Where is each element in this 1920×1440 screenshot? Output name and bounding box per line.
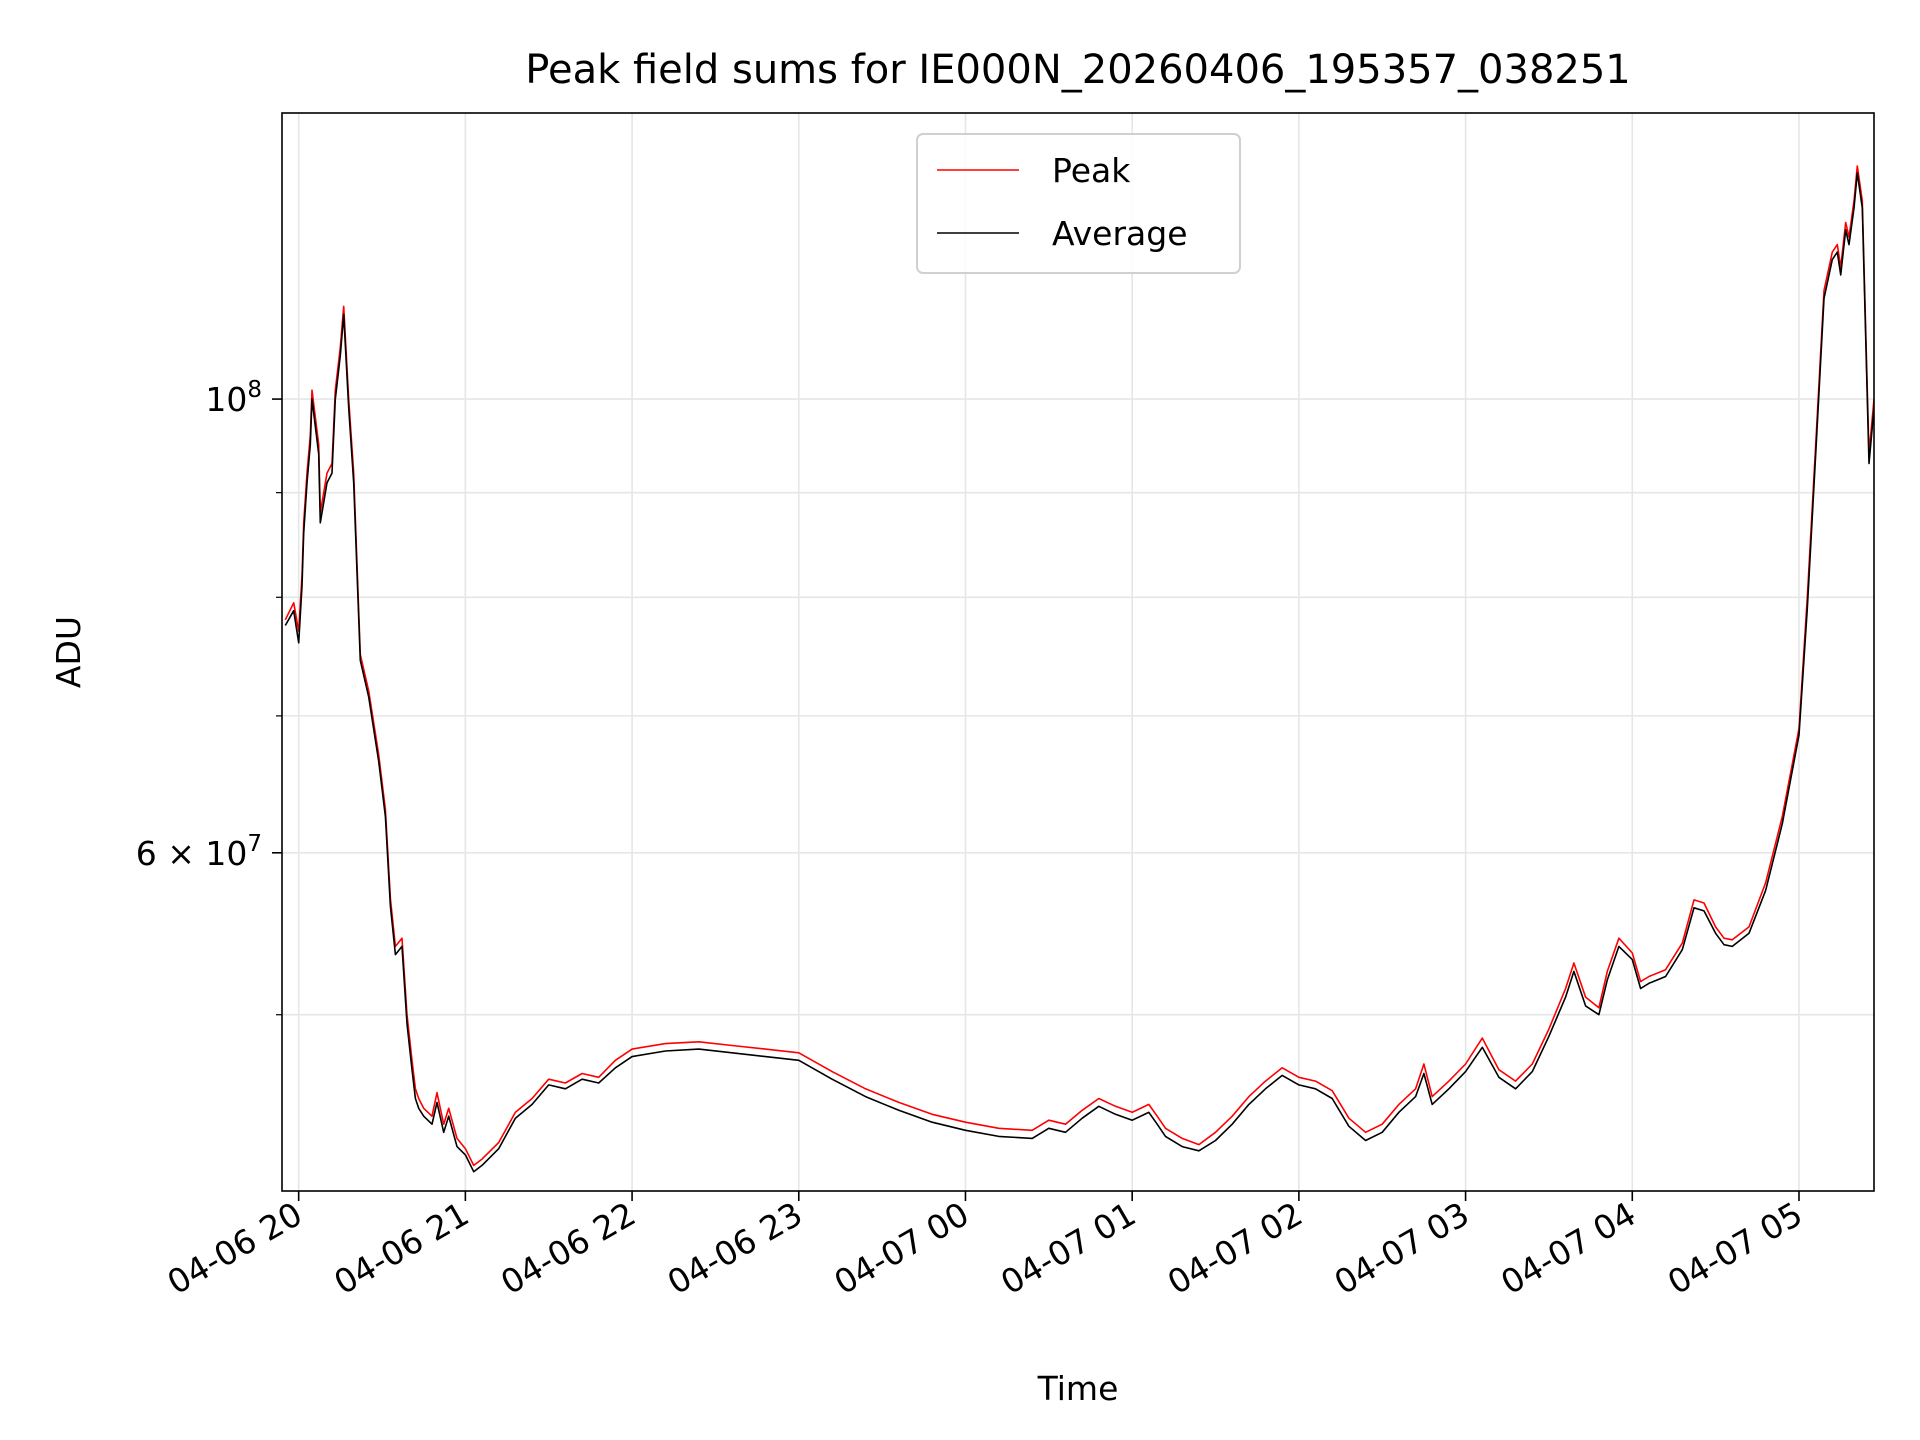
x-axis-label: Time xyxy=(1037,1369,1119,1408)
chart-title: Peak field sums for IE000N_20260406_1953… xyxy=(525,47,1630,93)
grid xyxy=(282,113,1874,1191)
y-tick-label: 6 × 107 xyxy=(136,831,262,873)
y-axis-label: ADU xyxy=(49,616,88,688)
y-tick-label: 108 xyxy=(205,377,262,419)
legend-label-peak: Peak xyxy=(1052,151,1131,190)
series-line-average xyxy=(284,172,1874,1173)
plot-series xyxy=(284,165,1874,1173)
plot-frame xyxy=(281,112,1875,1192)
series-line-peak xyxy=(284,165,1874,1167)
legend: Peak Average xyxy=(916,133,1241,274)
legend-box xyxy=(916,133,1241,274)
legend-label-average: Average xyxy=(1052,214,1188,253)
